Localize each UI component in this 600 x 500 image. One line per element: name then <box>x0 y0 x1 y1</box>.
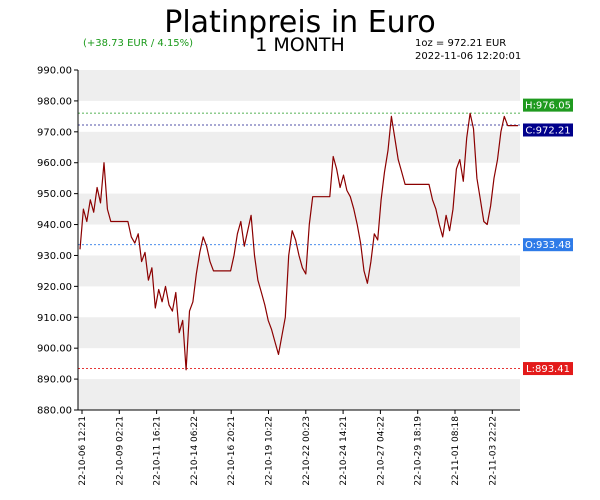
x-tick-label: 22-10-06 12:21 <box>78 416 88 486</box>
price-info: 1oz = 972.21 EUR <box>415 38 506 49</box>
y-tick-label: 970.00 <box>37 127 72 138</box>
y-tick-label: 960.00 <box>37 158 72 169</box>
grid-band <box>78 379 520 410</box>
low-tag-label: L:893.41 <box>526 364 570 375</box>
chart-title: Platinpreis in Euro <box>164 5 435 40</box>
price-line-group <box>79 112 518 371</box>
high-tag-label: H:976.05 <box>525 101 571 112</box>
close-tag-label: C:972.21 <box>525 125 570 136</box>
high-tag <box>523 98 573 112</box>
y-tick-label: 930.00 <box>37 251 72 262</box>
grid-bands <box>78 70 520 410</box>
open-tag-label: O:933.48 <box>525 240 571 251</box>
y-axis: 990.00 980.00 970.00 960.00 950.00 940.00 930.… <box>37 66 78 417</box>
y-tick-label: 980.00 <box>37 96 72 107</box>
x-axis: 22-10-06 12:21 22-10-09 02:21 22-10-11 16:… <box>78 410 498 486</box>
grid-band <box>78 131 520 163</box>
y-tick-label: 890.00 <box>37 375 72 386</box>
grid-band <box>78 70 520 101</box>
x-tick-label: 22-10-27 04:22 <box>376 416 386 486</box>
plot-frame <box>77 70 520 411</box>
x-tick-label: 22-10-09 02:21 <box>115 416 125 486</box>
y-tick-label: 950.00 <box>37 189 72 200</box>
x-tick-label: 22-11-01 08:18 <box>451 416 461 486</box>
open-tag <box>523 238 573 252</box>
y-tick-label: 880.00 <box>37 406 72 417</box>
x-tick-label: 22-10-22 00:23 <box>302 416 312 486</box>
grid-band <box>78 193 520 225</box>
x-tick-label: 22-10-19 10:22 <box>264 416 274 486</box>
low-tag <box>523 362 573 376</box>
y-tick-label: 940.00 <box>37 220 72 231</box>
y-tick-label: 900.00 <box>37 344 72 355</box>
x-tick-label: 22-10-14 06:22 <box>190 416 200 486</box>
y-tick-label: 910.00 <box>37 313 72 324</box>
x-tick-label: 22-11-03 22:22 <box>488 416 498 486</box>
y-tick-label: 920.00 <box>37 282 72 293</box>
change-label: (+38.73 EUR / 4.15%) <box>83 38 193 49</box>
x-tick-label: 22-10-16 20:21 <box>227 416 237 486</box>
x-tick-label: 22-10-24 14:21 <box>339 416 349 486</box>
price-tags: H:976.05 C:972.21 O:933.48 L:893.41 <box>523 98 573 376</box>
grid-band <box>78 255 520 287</box>
x-tick-label: 22-10-11 16:21 <box>153 416 163 486</box>
reference-lines <box>78 112 520 369</box>
timestamp-info: 2022-11-06 12:20:01 <box>415 51 521 62</box>
grid-band <box>78 317 520 349</box>
price-line <box>79 112 518 371</box>
close-tag <box>523 123 573 137</box>
x-tick-label: 22-10-29 18:19 <box>414 416 424 486</box>
y-tick-label: 990.00 <box>37 66 72 77</box>
chart-subtitle: 1 MONTH <box>255 34 345 56</box>
